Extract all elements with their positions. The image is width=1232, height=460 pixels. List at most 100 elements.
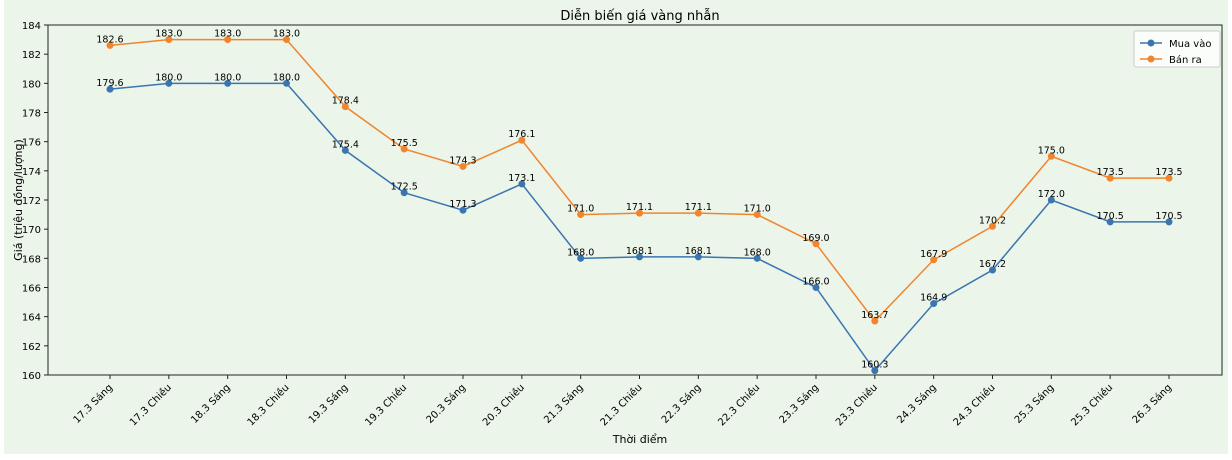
data-label: 183.0 (155, 29, 182, 40)
data-point (224, 36, 232, 44)
data-point (283, 36, 290, 44)
data-point (636, 253, 643, 261)
data-point (341, 103, 349, 111)
data-label: 183.0 (214, 29, 241, 40)
data-point (400, 189, 408, 197)
x-tick-label: 22.3 Sáng (659, 382, 703, 426)
data-label: 180.0 (155, 72, 182, 83)
data-point (165, 36, 173, 44)
data-label: 167.2 (979, 259, 1006, 270)
data-point (224, 79, 232, 87)
data-label: 171.3 (449, 199, 476, 210)
data-label: 171.0 (567, 204, 594, 215)
data-label: 176.1 (508, 129, 535, 140)
data-label: 171.1 (685, 202, 712, 213)
data-point (577, 211, 585, 219)
y-tick-label: 164 (22, 313, 41, 324)
chart-title: Diễn biến giá vàng nhẫn (560, 9, 719, 24)
data-label: 179.6 (96, 78, 123, 89)
data-point (1047, 152, 1055, 160)
x-tick-label: 24.3 Chiều (951, 382, 998, 429)
legend-marker (1147, 39, 1155, 47)
x-tick-label: 25.3 Chiều (1069, 382, 1116, 429)
data-point (694, 209, 702, 217)
y-tick-label: 182 (22, 50, 41, 61)
data-point (812, 240, 820, 248)
y-tick-label: 170 (22, 225, 41, 236)
data-point (1165, 218, 1173, 226)
data-label: 172.0 (1038, 189, 1065, 200)
data-point (812, 284, 820, 291)
x-tick-label: 23.3 Sáng (777, 382, 821, 426)
data-label: 164.9 (920, 293, 947, 304)
data-point (871, 317, 879, 325)
data-label: 182.6 (96, 34, 123, 45)
y-tick-label: 174 (22, 167, 41, 178)
data-point (341, 146, 349, 154)
data-point (1106, 174, 1114, 182)
data-point (518, 180, 526, 188)
x-tick-label: 24.3 Sáng (895, 382, 939, 426)
data-label: 170.5 (1097, 211, 1124, 222)
data-label: 175.4 (332, 139, 359, 150)
y-tick-label: 180 (22, 79, 41, 90)
data-point (400, 145, 408, 153)
data-point (930, 300, 938, 308)
x-tick-label: 23.3 Chiều (833, 382, 880, 429)
y-axis-label: Giá (triệu đồng/lượng) (12, 139, 25, 261)
data-label: 175.5 (391, 138, 418, 149)
x-axis-label: Thời điểm (612, 433, 668, 446)
data-label: 168.0 (744, 247, 771, 258)
x-tick-label: 20.3 Sáng (424, 382, 468, 426)
data-label: 178.4 (332, 96, 359, 107)
data-point (1165, 174, 1173, 182)
data-label: 163.7 (861, 310, 888, 321)
data-label: 168.0 (567, 247, 594, 258)
data-label: 166.0 (802, 277, 829, 288)
line-chart: Diễn biến giá vàng nhẫn Giá (triệu đồng/… (12, 9, 1223, 446)
y-tick-label: 160 (22, 371, 41, 382)
x-tick-label: 20.3 Chiều (480, 382, 527, 429)
x-tick-label: 18.3 Sáng (189, 382, 233, 426)
data-point (1047, 196, 1055, 204)
data-label: 160.3 (861, 360, 888, 371)
data-label: 170.5 (1155, 211, 1182, 222)
chart-figure: Diễn biến giá vàng nhẫn Giá (triệu đồng/… (4, 0, 1228, 454)
data-point (459, 162, 467, 170)
data-label: 173.5 (1097, 167, 1124, 178)
x-tick-label: 19.3 Sáng (306, 382, 350, 426)
y-tick-label: 178 (22, 109, 41, 120)
legend-label: Mua vào (1169, 38, 1211, 50)
y-tick-label: 168 (22, 254, 41, 265)
x-tick-label: 19.3 Chiều (363, 382, 410, 429)
legend-marker (1147, 55, 1155, 63)
data-label: 175.0 (1038, 145, 1065, 156)
data-label: 167.9 (920, 249, 947, 260)
data-point (930, 256, 938, 264)
data-point (753, 211, 761, 219)
data-point (106, 85, 114, 93)
x-tick-label: 21.3 Chiều (598, 382, 645, 429)
data-point (165, 79, 173, 87)
data-label: 171.0 (744, 204, 771, 215)
data-label: 171.1 (626, 202, 653, 213)
legend-box (1133, 30, 1221, 68)
y-tick-label: 166 (22, 284, 41, 295)
data-point (577, 254, 585, 262)
series-line-mua-vao (109, 82, 1169, 372)
data-label: 168.1 (685, 246, 712, 257)
data-point (106, 41, 114, 49)
x-tick-label: 22.3 Chiều (716, 382, 763, 429)
legend-label: Bán ra (1169, 54, 1202, 66)
data-point (694, 253, 702, 261)
data-label: 183.0 (273, 29, 300, 40)
data-point (753, 254, 761, 262)
data-point (871, 367, 879, 375)
data-label: 180.0 (273, 72, 300, 83)
data-label: 180.0 (214, 72, 241, 83)
x-tick-label: 21.3 Sáng (542, 382, 586, 426)
y-tick-label: 172 (22, 196, 41, 207)
x-tick-label: 26.3 Sáng (1130, 382, 1174, 426)
series-line-ban-ra (109, 38, 1169, 323)
data-point (1106, 218, 1114, 226)
